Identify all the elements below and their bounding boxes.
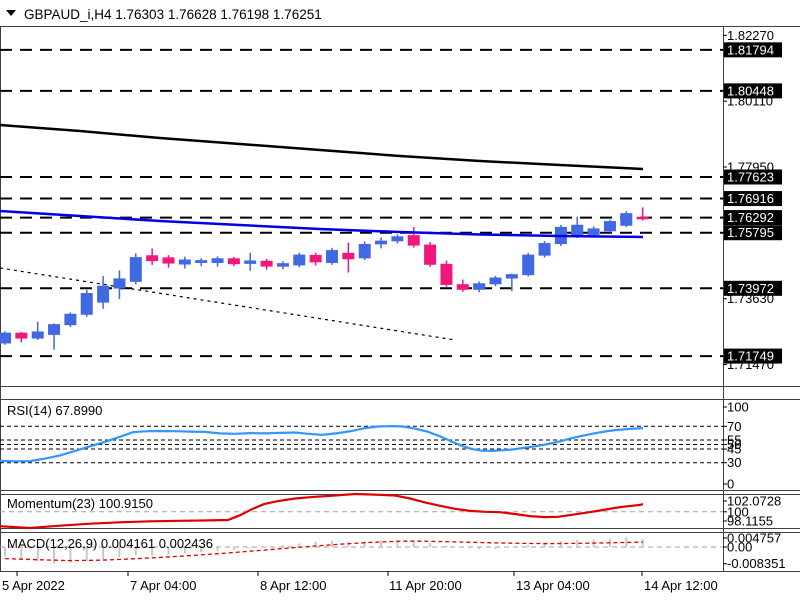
time-axis[interactable]: 5 Apr 2022 7 Apr 04:00 8 Apr 12:00 11 Apr 2…	[2, 571, 718, 593]
ma-blue-line	[0, 209, 644, 239]
candle-body	[162, 257, 175, 264]
candle-body	[391, 236, 404, 242]
rsi-scale-label: 30	[727, 455, 741, 470]
candle-body	[620, 213, 633, 226]
ma-blue	[0, 209, 644, 239]
rsi-scale-label: 70	[727, 419, 741, 434]
rsi-panel-title: RSI(14) 67.8990	[7, 403, 102, 418]
momentum-panel-title: Momentum(23) 100.9150	[7, 496, 153, 511]
ma-black	[0, 123, 644, 171]
candle-body	[113, 278, 126, 289]
time-label: 7 Apr 04:00	[130, 578, 197, 593]
price-level-label: 1.71749	[727, 349, 774, 364]
candle-body	[244, 260, 257, 264]
candle-body	[195, 260, 208, 263]
trendline	[0, 267, 456, 341]
rsi-scale-label: 45	[727, 442, 741, 457]
candle-body	[293, 254, 306, 266]
rsi-scale-label: 100	[727, 400, 749, 415]
candle-body	[489, 277, 502, 285]
price-level-label-box	[724, 280, 782, 296]
chart-title: GBPAUD_i,H4 1.76303 1.76628 1.76198 1.76…	[24, 7, 322, 22]
time-label: 8 Apr 12:00	[260, 578, 327, 593]
macd-scale-label: 0.00	[727, 540, 752, 555]
candle-body	[473, 283, 486, 290]
price-level-label: 1.76292	[727, 210, 774, 225]
candle-body	[326, 250, 338, 263]
price-level-label: 1.80448	[727, 83, 774, 98]
candle-body	[505, 274, 518, 279]
macd-panel-title: MACD(12,26,9) 0.004161 0.002436	[7, 536, 213, 551]
candle-body	[375, 240, 388, 245]
price-level-label: 1.76916	[727, 191, 774, 206]
candle-body	[603, 221, 616, 232]
candle-body	[211, 258, 224, 263]
candle-body	[80, 293, 93, 315]
price-level-label: 1.73972	[727, 281, 774, 296]
candle-body	[97, 285, 110, 303]
candle-body	[64, 313, 77, 326]
candle-body	[31, 331, 44, 339]
candle-body	[407, 235, 420, 246]
candle-body	[358, 243, 371, 259]
candle-body	[178, 259, 191, 265]
candle-body	[636, 216, 649, 220]
price-level-label: 1.77623	[727, 170, 774, 185]
momentum-scale-label: 100	[727, 504, 749, 519]
price-level-label-box	[724, 348, 782, 364]
candle-body	[587, 228, 600, 235]
price-level-label-box	[724, 225, 782, 241]
candle-body	[129, 257, 142, 282]
price-level-label: 1.81794	[727, 42, 774, 57]
momentum-line	[0, 492, 644, 530]
candle-body	[146, 255, 159, 262]
macd-scale-label: -0.008351	[727, 556, 786, 571]
candle-body	[522, 254, 535, 276]
price-level-label-box	[724, 169, 782, 185]
candle-body	[456, 284, 469, 290]
macd-scale-label: 0.004757	[727, 531, 781, 546]
trendline-dotted	[0, 267, 456, 341]
candle-body	[48, 324, 61, 335]
candle-body	[227, 258, 240, 265]
price-level-label: 1.75795	[727, 225, 774, 240]
time-label: 11 Apr 20:00	[389, 578, 462, 593]
candle-body	[342, 252, 355, 260]
candle-body	[538, 243, 551, 256]
price-axis-labels: 1.822701.801101.779501.757901.736301.714…	[723, 28, 782, 372]
candle-body	[571, 224, 584, 236]
symbol-dropdown-icon[interactable]	[6, 10, 16, 16]
price-level-label-box	[724, 83, 782, 99]
time-label: 5 Apr 2022	[2, 578, 65, 593]
candle-body	[260, 260, 273, 267]
candle-body	[309, 254, 322, 263]
rsi-scale-label: 50	[727, 437, 741, 452]
price-level-label-box	[724, 42, 782, 58]
candle-body	[276, 263, 289, 267]
rsi-scale-label: 0	[727, 477, 734, 492]
candle-body	[440, 263, 453, 285]
candle-body	[424, 244, 437, 265]
time-label: 13 Apr 04:00	[516, 578, 590, 593]
panel-borders	[0, 26, 800, 572]
ma-black-line	[0, 123, 644, 171]
momentum-scale-label: 102.0728	[727, 494, 781, 509]
price-scale-label: 1.82270	[727, 28, 774, 43]
candle-body	[0, 332, 11, 344]
time-label: 14 Apr 12:00	[644, 578, 718, 593]
price-level-lines	[0, 48, 723, 358]
price-level-label-box	[724, 210, 782, 226]
rsi-line	[0, 424, 644, 463]
candle-body	[15, 332, 28, 339]
momentum-scale-label: 98.1155	[727, 514, 773, 529]
macd-signal-line	[4, 540, 644, 562]
price-level-label-box	[724, 191, 782, 207]
rsi-scale-label: 55	[727, 432, 741, 447]
